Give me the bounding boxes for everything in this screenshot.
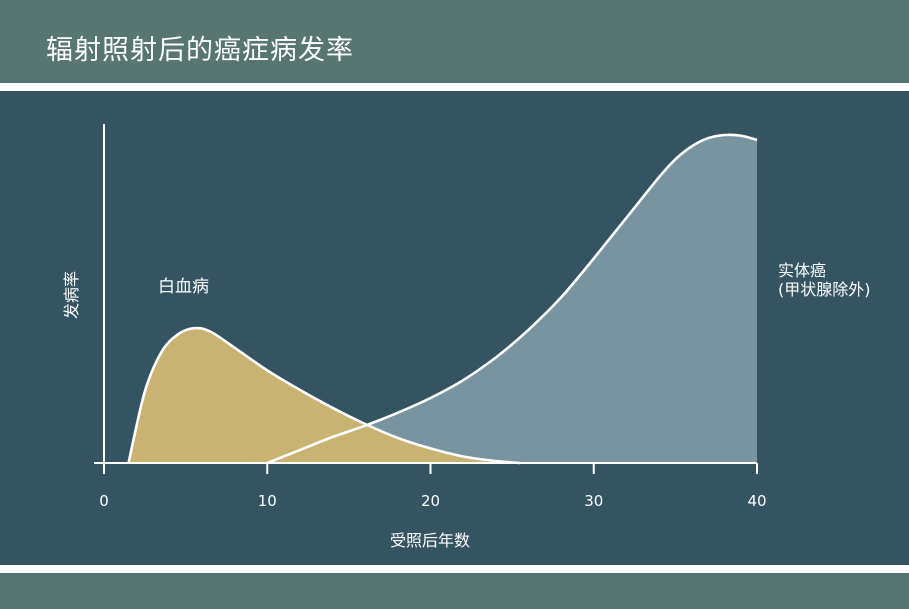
title-band: 辐射照射后的癌症病发率	[0, 0, 909, 83]
axes: 0 10 20 30 40	[94, 124, 767, 510]
x-tick-label: 0	[99, 492, 109, 510]
footer-band	[0, 573, 909, 609]
chart-panel	[0, 91, 909, 565]
x-tick-label: 40	[747, 492, 766, 510]
solid-cancer-line	[266, 133, 758, 465]
series-label-line: (甲状腺除外)	[778, 280, 871, 299]
leukemia-area	[128, 328, 521, 463]
page-title: 辐射照射后的癌症病发率	[46, 35, 354, 66]
x-axis-label: 受照后年数	[390, 531, 470, 550]
series-label-line: 实体癌	[778, 261, 826, 280]
x-tick-label: 30	[584, 492, 603, 510]
x-tick-label: 10	[258, 492, 277, 510]
x-tick-label: 20	[421, 492, 440, 510]
series-label-solid-cancer: 实体癌(甲状腺除外)	[778, 261, 871, 299]
series-areas	[127, 133, 758, 465]
chart-labels: 受照后年数 发病率 白血病 实体癌(甲状腺除外)	[62, 261, 871, 550]
y-axis-label: 发病率	[62, 271, 81, 319]
series-label-leukemia: 白血病	[158, 277, 209, 297]
solid-cancer-area	[267, 134, 757, 464]
leukemia-line	[127, 326, 521, 465]
